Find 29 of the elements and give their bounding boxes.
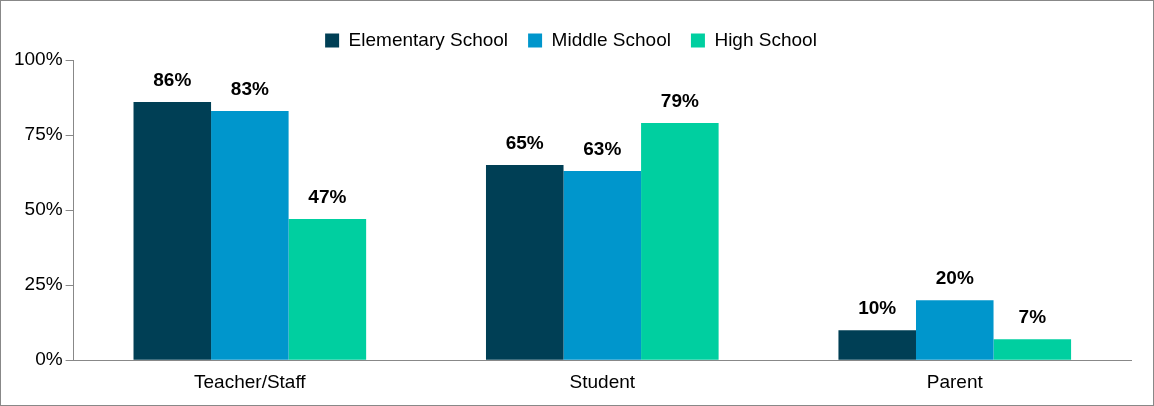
data-label: 20% — [935, 266, 974, 288]
x-tick-label: Teacher/Staff — [194, 370, 307, 392]
y-tick-label: 100% — [13, 48, 63, 70]
data-label: 10% — [858, 296, 897, 318]
data-label: 79% — [660, 89, 699, 111]
data-label: 7% — [1018, 305, 1047, 327]
y-tick-label: 50% — [24, 198, 63, 220]
bar — [211, 111, 289, 360]
x-tick-label: Student — [569, 370, 636, 392]
bar — [485, 165, 564, 360]
bar — [915, 300, 994, 360]
legend-label: Elementary School — [348, 28, 509, 50]
bar — [133, 102, 212, 360]
data-label: 86% — [153, 68, 192, 90]
bar — [993, 339, 1072, 360]
bar — [563, 171, 642, 360]
data-label: 63% — [583, 137, 622, 159]
data-label: 65% — [505, 131, 544, 153]
data-label: 47% — [308, 185, 347, 207]
legend-label: Middle School — [551, 28, 671, 50]
y-tick-label: 75% — [24, 123, 63, 145]
y-tick-label: 25% — [24, 273, 63, 295]
bar — [838, 330, 916, 360]
x-tick-label: Parent — [926, 370, 984, 392]
legend-label: High School — [714, 28, 817, 50]
y-tick-label: 0% — [35, 348, 63, 370]
data-label: 83% — [230, 77, 269, 99]
bar — [288, 219, 367, 360]
bar — [641, 123, 719, 360]
